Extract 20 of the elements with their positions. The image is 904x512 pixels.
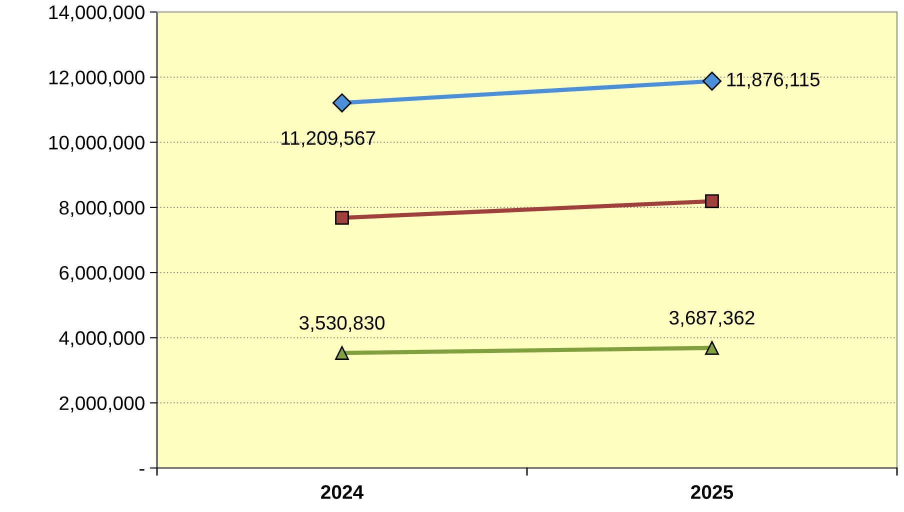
y-tick-label: - — [140, 469, 144, 471]
point — [332, 93, 352, 112]
point — [335, 346, 349, 360]
point — [705, 194, 719, 208]
data-label: 3,687,362 — [669, 310, 754, 327]
x-tick-label: 2024 — [321, 485, 364, 499]
point — [705, 340, 719, 355]
y-tick-label: 4,000,000 — [59, 331, 144, 348]
y-tick-label: 10,000,000 — [49, 136, 144, 152]
y-tick-label: 8,000,000 — [60, 200, 144, 217]
point — [335, 210, 349, 225]
data-label: 11,209,567 — [282, 131, 376, 148]
y-tick-label: 12,000,000 — [49, 70, 144, 87]
x-tick-label: 2025 — [691, 485, 734, 499]
data-label: 3,530,830 — [299, 316, 384, 332]
y-tick-label: 6,000,000 — [60, 266, 144, 282]
data-label: 11,876,115 — [727, 72, 820, 89]
y-tick-label: 2,000,000 — [60, 396, 144, 412]
y-tick-label: 14,000,000 — [49, 5, 144, 22]
point — [702, 72, 722, 91]
